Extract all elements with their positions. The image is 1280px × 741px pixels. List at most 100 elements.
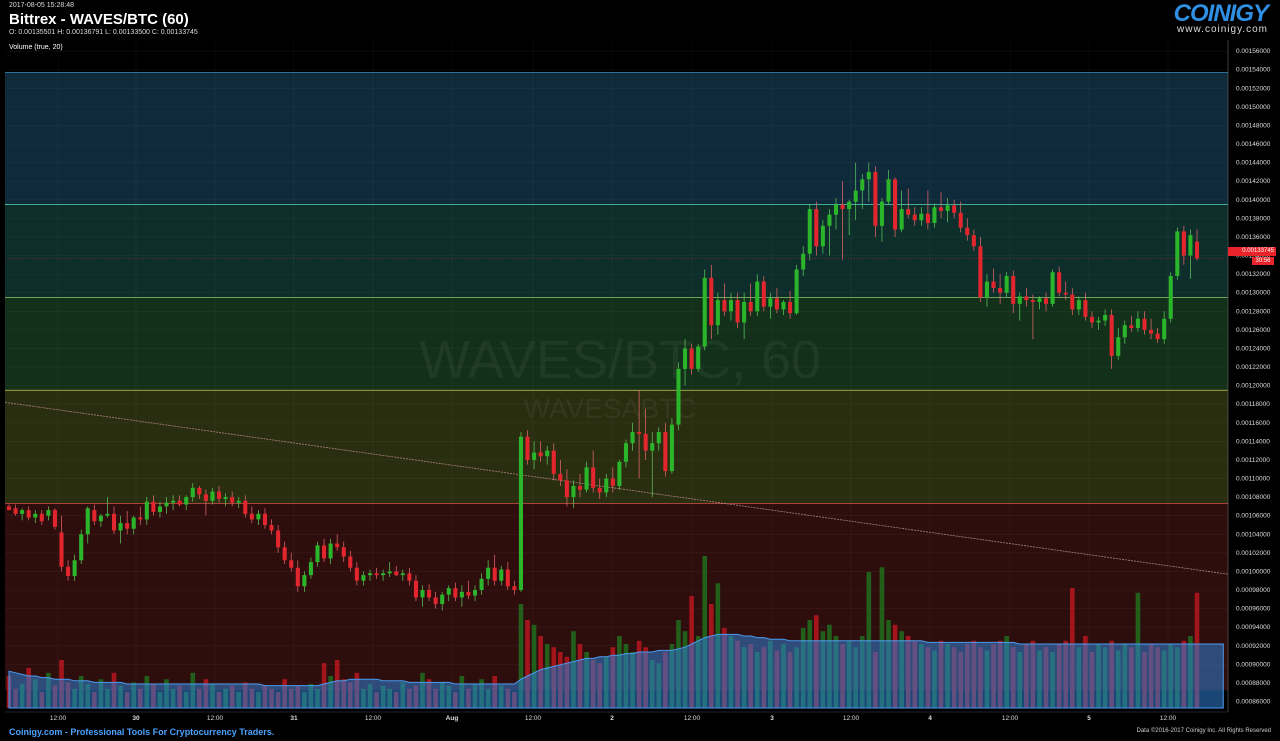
candle (610, 467, 615, 493)
candle-body (1181, 231, 1186, 256)
candle-body (433, 597, 438, 604)
candle (906, 188, 911, 219)
y-tick-label: 0.00088000 (1236, 680, 1271, 687)
candle-body (860, 179, 865, 191)
band-2 (5, 297, 1228, 391)
y-tick-label: 0.00154000 (1236, 67, 1271, 74)
candle-body (394, 571, 399, 576)
candle-body (853, 190, 858, 202)
y-tick-label: 0.00146000 (1236, 141, 1271, 148)
candle (879, 197, 884, 242)
candle (650, 432, 655, 498)
candle (472, 585, 478, 602)
candle-body (440, 594, 445, 604)
candle (1063, 281, 1068, 301)
candle (13, 504, 18, 516)
candle-body (1070, 294, 1075, 310)
candle (440, 591, 445, 611)
candle-body (525, 436, 530, 460)
candle (171, 495, 176, 511)
y-axis: 0.00156000 0.00154000 0.00152000 0.00150000… (1227, 40, 1271, 712)
candle (768, 292, 773, 319)
candle-body (177, 500, 182, 505)
footer-brand-link[interactable]: Coinigy.com - Professional Tools For Cry… (9, 727, 275, 737)
candle-body (26, 510, 31, 518)
candle-body (538, 452, 543, 457)
candle-body (164, 502, 169, 507)
candle-body (912, 214, 917, 221)
trendline[interactable] (4, 401, 1229, 575)
candle (781, 300, 786, 316)
candle-body (131, 517, 136, 529)
candle (735, 292, 740, 329)
candle (1168, 272, 1173, 323)
candle-body (827, 214, 832, 226)
volume-indicator-label[interactable]: Volume (true, 20) (9, 44, 63, 51)
candle (1011, 270, 1016, 314)
candle-body (354, 567, 359, 581)
y-tick-label: 0.00092000 (1236, 643, 1271, 650)
candle-body (669, 424, 674, 472)
candle-body (427, 590, 432, 598)
candle (216, 485, 222, 503)
candle-body (1162, 318, 1167, 340)
candle (991, 268, 996, 293)
candle (847, 199, 852, 236)
candle (210, 487, 215, 505)
candle (184, 495, 189, 511)
candle-body (1175, 231, 1180, 276)
candle (788, 290, 793, 319)
candle (866, 162, 871, 202)
candle (282, 541, 287, 564)
candle-body (709, 277, 714, 326)
candle (1024, 288, 1029, 307)
candle-body (197, 487, 202, 495)
volume-bar (518, 604, 524, 708)
x-tick-label: 12:00 (207, 715, 224, 722)
candle-body (820, 225, 825, 247)
candle (361, 571, 366, 586)
y-tick-label: 0.00086000 (1236, 698, 1271, 705)
candle (893, 177, 898, 237)
candle-body (341, 547, 346, 557)
candle-body (1017, 296, 1022, 304)
candle-body (85, 508, 90, 535)
coinigy-logo[interactable]: COINIGY www.coinigy.com (1174, 0, 1269, 35)
candle (564, 469, 569, 507)
candle-body (551, 450, 556, 474)
candle-body (1135, 318, 1140, 329)
candle (505, 562, 510, 591)
candle-body (676, 368, 681, 425)
candle (6, 504, 12, 511)
candle (203, 489, 208, 516)
candle (722, 283, 727, 316)
volume-bar (866, 572, 872, 708)
x-tick-label: 12:00 (1160, 715, 1177, 722)
volume-bar (531, 624, 537, 708)
y-tick-label: 0.00094000 (1236, 624, 1271, 631)
candle-body (1109, 315, 1114, 356)
timestamp: 2017-08-05 15:28:48 (9, 2, 74, 9)
candle (427, 584, 432, 602)
y-tick-label: 0.00106000 (1236, 513, 1271, 520)
candle (276, 524, 281, 553)
candle (532, 441, 537, 470)
candle (20, 508, 25, 521)
candle (702, 269, 707, 351)
candle-body (289, 560, 294, 568)
y-tick-label: 0.00156000 (1236, 48, 1271, 55)
candle-body (335, 543, 340, 548)
candle (197, 485, 202, 499)
y-tick-label: 0.00108000 (1236, 494, 1271, 501)
candle (1142, 311, 1147, 335)
candle-body (381, 573, 386, 576)
candle (492, 554, 497, 586)
candle (1109, 309, 1114, 369)
candle (1122, 320, 1127, 344)
candle-body (151, 501, 156, 512)
candle (696, 343, 701, 372)
candle-body (722, 300, 727, 312)
candle (433, 591, 438, 609)
candle (144, 497, 149, 525)
